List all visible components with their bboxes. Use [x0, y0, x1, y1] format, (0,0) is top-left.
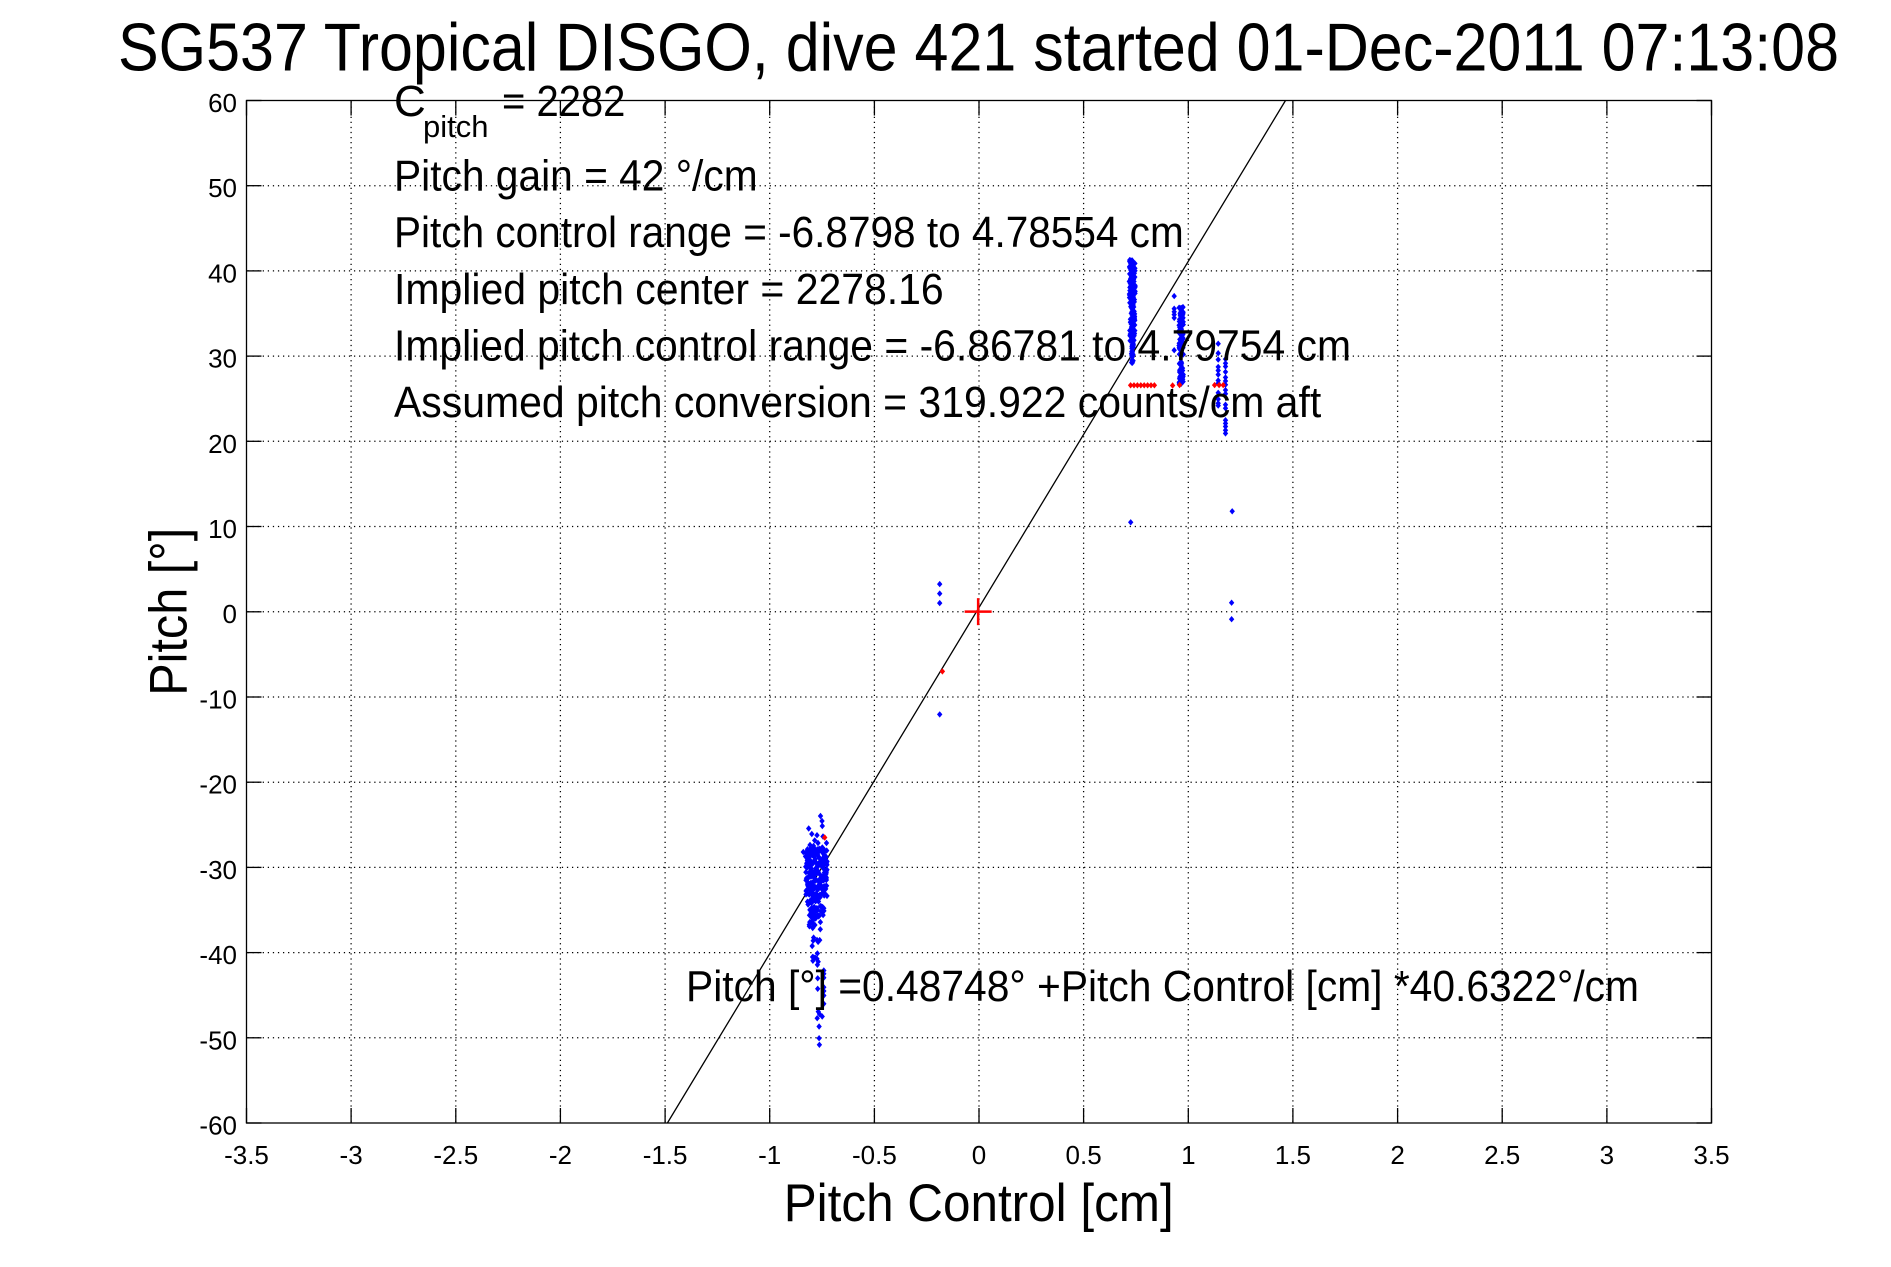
svg-text:Assumed pitch conversion = 319: Assumed pitch conversion = 319.922 count… — [394, 378, 1321, 427]
svg-text:-1.5: -1.5 — [643, 1140, 688, 1170]
svg-text:Pitch Control [cm]: Pitch Control [cm] — [784, 1174, 1174, 1233]
svg-text:pitch: pitch — [423, 109, 488, 144]
svg-text:-3: -3 — [340, 1140, 363, 1170]
svg-text:-40: -40 — [199, 940, 237, 970]
svg-text:50: 50 — [208, 173, 237, 203]
svg-text:30: 30 — [208, 344, 237, 374]
svg-text:-60: -60 — [199, 1111, 237, 1141]
svg-text:3.5: 3.5 — [1693, 1140, 1729, 1170]
svg-text:1.5: 1.5 — [1275, 1140, 1311, 1170]
svg-text:Implied pitch center = 2278.16: Implied pitch center = 2278.16 — [394, 265, 944, 314]
svg-text:-20: -20 — [199, 770, 237, 800]
svg-text:20: 20 — [208, 429, 237, 459]
svg-text:0: 0 — [972, 1140, 986, 1170]
svg-text:Pitch [°]: Pitch [°] — [140, 528, 199, 696]
svg-text:40: 40 — [208, 258, 237, 288]
svg-text:-1: -1 — [758, 1140, 781, 1170]
svg-text:Pitch gain = 42 °/cm: Pitch gain = 42 °/cm — [394, 152, 758, 201]
svg-text:Implied pitch control range =: Implied pitch control range = -6.86781 t… — [394, 322, 1351, 371]
svg-text:Pitch [°] =0.48748° +Pitch Con: Pitch [°] =0.48748° +Pitch Control [cm] … — [686, 962, 1639, 1011]
svg-text:C: C — [394, 77, 426, 126]
svg-text:-2.5: -2.5 — [433, 1140, 478, 1170]
svg-text:10: 10 — [208, 514, 237, 544]
svg-text:2.5: 2.5 — [1484, 1140, 1520, 1170]
svg-text:Pitch control range = -6.8798: Pitch control range = -6.8798 to 4.78554… — [394, 208, 1184, 257]
svg-text:60: 60 — [208, 88, 237, 118]
svg-text:-30: -30 — [199, 855, 237, 885]
svg-text:0.5: 0.5 — [1066, 1140, 1102, 1170]
svg-text:0: 0 — [223, 599, 237, 629]
svg-text:-50: -50 — [199, 1025, 237, 1055]
svg-text:-10: -10 — [199, 685, 237, 715]
svg-text:= 2282: = 2282 — [502, 77, 625, 126]
svg-text:SG537 Tropical DISGO, dive 421: SG537 Tropical DISGO, dive 421 started 0… — [118, 9, 1839, 85]
svg-text:-2: -2 — [549, 1140, 572, 1170]
svg-text:2: 2 — [1390, 1140, 1404, 1170]
svg-text:1: 1 — [1181, 1140, 1195, 1170]
svg-text:-0.5: -0.5 — [852, 1140, 897, 1170]
svg-text:3: 3 — [1600, 1140, 1614, 1170]
svg-text:-3.5: -3.5 — [224, 1140, 269, 1170]
